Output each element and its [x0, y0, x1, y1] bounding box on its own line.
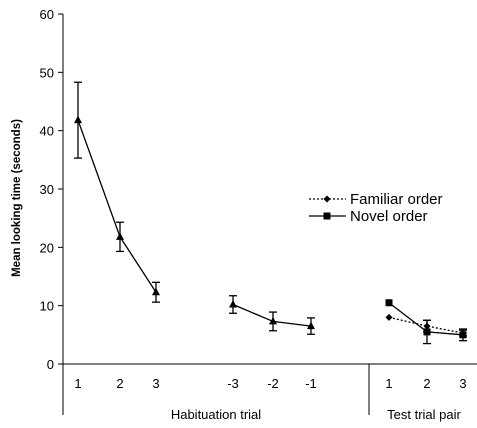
group-label-test: Test trial pair: [387, 407, 461, 422]
y-axis-ticks: 0 10 20 30 40 50 60: [40, 7, 63, 372]
x-tick-label: 3: [459, 376, 466, 391]
x-axis-ticks: 1 2 3 -3 -2 -1 1 2 3 Habituation trial Test trial …: [74, 376, 466, 422]
legend-label: Familiar order: [350, 191, 443, 208]
y-tick-label: 20: [40, 240, 54, 255]
series-line: [77, 119, 157, 293]
data-point: [74, 115, 82, 124]
x-tick-label: 1: [74, 376, 81, 391]
data-point: [269, 316, 277, 325]
x-tick-label: 3: [152, 376, 159, 391]
x-tick-label: -1: [305, 376, 317, 391]
axes: [62, 14, 477, 415]
x-tick-label: -3: [227, 376, 239, 391]
x-tick-label: -2: [267, 376, 279, 391]
group-label-habituation: Habituation trial: [171, 407, 261, 422]
legend-label: Novel order: [350, 208, 428, 225]
y-tick-label: 30: [40, 182, 54, 197]
x-tick-label: 1: [385, 376, 392, 391]
data-point: [307, 321, 315, 330]
data-point: [459, 331, 467, 339]
y-tick-label: 40: [40, 124, 54, 139]
y-tick-label: 50: [40, 65, 54, 80]
y-tick-label: 10: [40, 299, 54, 314]
series-layer: [74, 81, 467, 345]
x-tick-label: 2: [423, 376, 430, 391]
series-line: [388, 316, 464, 334]
data-point: [152, 287, 160, 296]
data-point: [323, 195, 331, 203]
data-point: [385, 313, 393, 321]
data-point: [423, 328, 431, 336]
x-tick-label: 2: [116, 376, 123, 391]
y-axis-title: Mean looking time (seconds): [11, 119, 23, 277]
data-point: [323, 212, 331, 220]
data-point: [385, 299, 393, 307]
y-tick-label: 60: [40, 7, 54, 22]
data-point: [229, 300, 237, 308]
data-point: [116, 232, 124, 240]
y-tick-label: 0: [47, 357, 54, 372]
